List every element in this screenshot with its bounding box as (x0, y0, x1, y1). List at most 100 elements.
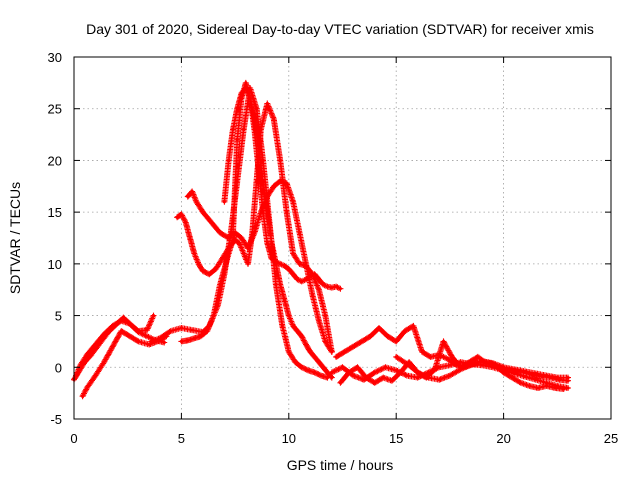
data-point (85, 386, 89, 390)
data-point (194, 200, 199, 204)
data-point (437, 378, 441, 382)
data-point (278, 282, 282, 287)
data-point (252, 117, 257, 121)
data-point (212, 313, 216, 318)
data-point (323, 339, 327, 344)
data-point (373, 370, 377, 375)
data-point (175, 215, 179, 219)
data-point (411, 324, 415, 328)
data-point (291, 251, 295, 256)
data-point (254, 107, 259, 111)
data-point (285, 210, 289, 214)
data-point (523, 369, 527, 374)
data-point (527, 384, 531, 388)
data-point (459, 367, 463, 371)
data-point (201, 210, 205, 214)
data-point (222, 200, 226, 204)
data-point (300, 279, 304, 284)
data-point (321, 282, 325, 287)
data-point (231, 231, 235, 235)
data-point (433, 367, 437, 371)
data-point (242, 251, 246, 256)
data-point (248, 96, 252, 100)
data-point (512, 367, 516, 371)
y-tick-label: 0 (55, 360, 62, 375)
data-point (381, 376, 385, 380)
data-point (368, 334, 373, 338)
data-point (218, 282, 222, 287)
plot-frame (73, 56, 612, 420)
data-point (480, 363, 484, 367)
x-tick-label: 20 (496, 431, 510, 446)
data-point (420, 350, 424, 354)
y-tick-label: 15 (48, 205, 62, 220)
data-point (184, 220, 188, 225)
data-point (287, 267, 291, 271)
data-point (330, 350, 334, 354)
data-point (209, 220, 214, 225)
data-point (394, 368, 398, 372)
data-point (259, 127, 263, 131)
data-point (306, 368, 310, 372)
data-point (300, 334, 304, 338)
x-tick-label: 5 (178, 431, 185, 446)
data-point (566, 386, 570, 390)
data-point (280, 324, 284, 328)
data-point (227, 246, 231, 250)
data-point (227, 158, 231, 163)
data-point (235, 107, 239, 111)
data-point (519, 381, 523, 385)
data-point (304, 342, 308, 347)
data-point (102, 360, 106, 364)
data-point (386, 334, 390, 338)
data-point (136, 329, 141, 333)
data-point (459, 360, 463, 364)
data-point (80, 394, 85, 398)
data-point (446, 357, 450, 361)
x-tick-label: 25 (604, 431, 618, 446)
data-point (190, 328, 194, 332)
data-point (291, 324, 295, 328)
chart-title: Day 301 of 2020, Sidereal Day-to-day VTE… (86, 21, 594, 37)
data-point (317, 319, 321, 323)
data-point (287, 313, 291, 318)
data-point (235, 138, 239, 142)
data-point (330, 370, 334, 375)
data-point (274, 282, 278, 287)
data-point (233, 238, 237, 242)
data-point (566, 376, 570, 380)
x-tick-label: 15 (389, 431, 403, 446)
data-point (102, 332, 106, 336)
data-point (151, 313, 156, 318)
data-point (265, 210, 269, 214)
data-point (162, 340, 166, 345)
data-point (278, 262, 282, 266)
data-point (250, 231, 254, 235)
data-point (291, 200, 295, 204)
data-point (491, 361, 495, 365)
x-tick-label: 10 (282, 431, 296, 446)
data-point (510, 376, 514, 380)
series-track-g (184, 79, 344, 292)
data-point (179, 212, 183, 216)
data-point (169, 329, 173, 333)
series-track-b (73, 312, 157, 379)
data-point (261, 210, 265, 214)
data-point (394, 355, 398, 359)
data-point (149, 339, 153, 344)
data-point (190, 189, 194, 194)
data-point (319, 373, 323, 378)
data-point (145, 328, 149, 332)
data-point (147, 342, 151, 347)
data-point (347, 370, 351, 375)
data-point (192, 251, 196, 256)
data-point (340, 365, 345, 369)
data-point (257, 148, 261, 152)
data-point (278, 158, 282, 163)
data-point (282, 264, 287, 268)
data-point (145, 334, 149, 338)
data-point (297, 262, 302, 266)
data-point (355, 365, 360, 369)
data-point (338, 381, 342, 385)
data-point (111, 345, 115, 349)
